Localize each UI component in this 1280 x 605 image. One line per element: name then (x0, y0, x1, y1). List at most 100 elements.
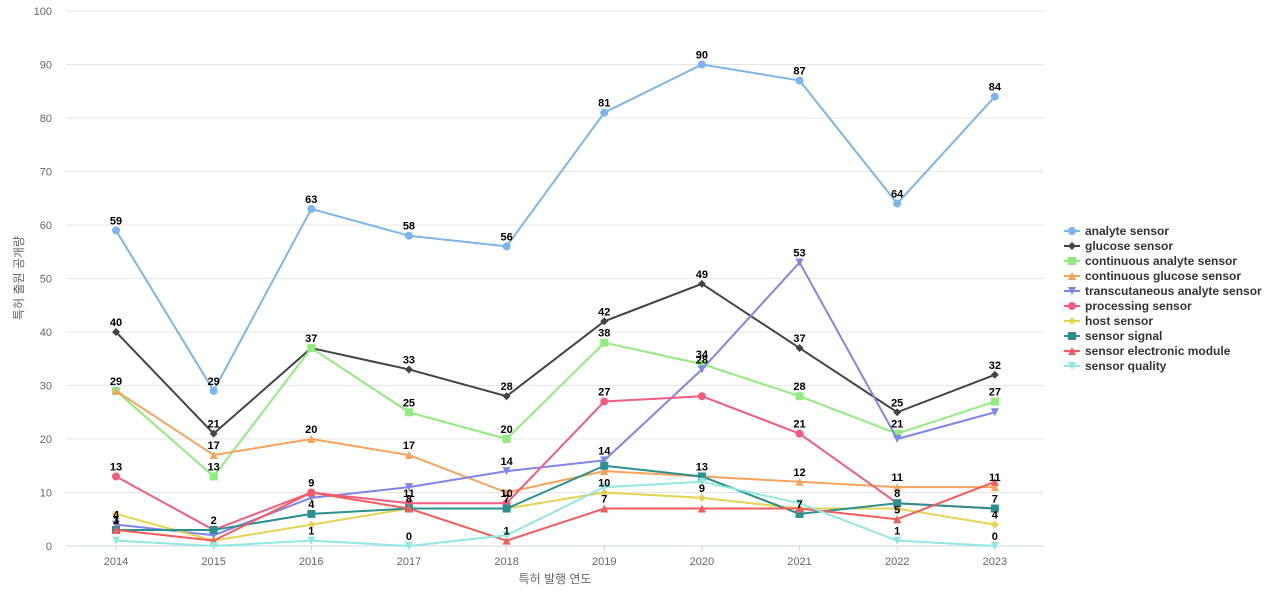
data-point (404, 231, 413, 240)
data-point (112, 472, 120, 481)
data-label: 34 (696, 349, 709, 361)
data-point (209, 386, 218, 395)
data-label: 59 (110, 215, 122, 227)
x-tick-label: 2019 (592, 556, 616, 568)
x-tick-label: 2017 (397, 556, 421, 568)
data-label: 27 (598, 387, 610, 399)
y-tick-label: 80 (40, 113, 52, 125)
legend-label: sensor electronic module (1085, 344, 1231, 358)
data-point (502, 392, 511, 401)
y-tick-label: 10 (40, 488, 52, 500)
legend-swatch-marker (1068, 317, 1076, 325)
data-point (209, 542, 218, 550)
legend-label: host sensor (1085, 314, 1153, 328)
data-label: 4 (992, 510, 999, 522)
legend-swatch-marker (1068, 257, 1076, 265)
data-label: 4 (113, 510, 120, 522)
x-tick-label: 2020 (690, 556, 714, 568)
data-point (404, 365, 413, 374)
legend-item-glucose-sensor[interactable]: glucose sensor (1064, 239, 1173, 253)
legend-swatch-marker (1068, 347, 1076, 355)
y-tick-label: 100 (34, 6, 52, 18)
y-tick-label: 70 (40, 167, 52, 179)
data-point (795, 258, 804, 267)
data-label: 28 (793, 381, 805, 393)
data-point (600, 108, 609, 117)
legend-swatch-marker (1068, 362, 1076, 370)
data-point (209, 525, 218, 534)
y-tick-label: 30 (40, 381, 52, 393)
data-label: 14 (500, 456, 513, 468)
data-label: 7 (796, 499, 802, 511)
data-label: 10 (598, 478, 610, 490)
data-point (209, 429, 218, 438)
series-line-sensor-electronic-module (115, 480, 996, 542)
data-point (990, 397, 999, 406)
data-point (795, 76, 804, 85)
data-point (893, 429, 902, 438)
legend-item-transcutaneous-analyte-sensor[interactable]: transcutaneous analyte sensor (1064, 284, 1262, 298)
data-label: 28 (696, 354, 708, 366)
legend-label: glucose sensor (1085, 239, 1173, 253)
data-label: 11 (989, 472, 1001, 484)
series-line-glucose-sensor (115, 282, 996, 435)
data-point (893, 483, 902, 492)
data-label: 4 (308, 499, 315, 511)
data-point (502, 536, 511, 545)
data-point (112, 328, 120, 336)
y-axis-title: 특허 출원 공개량 (12, 236, 26, 320)
data-point (112, 536, 120, 545)
legend-item-continuous-analyte-sensor[interactable]: continuous analyte sensor (1064, 254, 1237, 268)
data-label: 0 (406, 531, 412, 543)
data-point (795, 509, 804, 518)
data-point (893, 199, 902, 208)
legend-item-host-sensor[interactable]: host sensor (1064, 314, 1153, 328)
series-line-processing-sensor (115, 395, 995, 531)
data-point (600, 467, 609, 476)
data-point (404, 542, 413, 550)
series-glucose-sensor (112, 279, 999, 438)
data-point (697, 477, 706, 486)
data-point (697, 504, 706, 513)
legend-item-sensor-quality[interactable]: sensor quality (1064, 359, 1167, 373)
x-tick-label: 2021 (787, 556, 811, 568)
data-point (502, 242, 511, 251)
data-point (893, 536, 902, 545)
legend-item-sensor-electronic-module[interactable]: sensor electronic module (1064, 344, 1231, 358)
data-label: 11 (891, 472, 903, 484)
data-label: 25 (891, 397, 903, 409)
data-point (600, 504, 609, 513)
legend-item-sensor-signal[interactable]: sensor signal (1064, 329, 1162, 343)
data-label: 25 (403, 397, 415, 409)
legend-swatch-marker (1068, 302, 1076, 310)
data-label: 10 (500, 488, 512, 500)
data-labels: 5929635856819087648440213328424937253229… (110, 50, 1002, 544)
data-point (795, 499, 804, 508)
data-label: 33 (403, 354, 415, 366)
legend-item-analyte-sensor[interactable]: analyte sensor (1064, 224, 1169, 238)
data-point (502, 467, 511, 476)
x-tick-label: 2014 (104, 556, 128, 568)
data-point (600, 397, 609, 406)
data-label: 42 (598, 306, 610, 318)
data-point (307, 509, 316, 518)
data-point (697, 279, 706, 288)
legend-label: continuous glucose sensor (1085, 269, 1241, 283)
legend-item-processing-sensor[interactable]: processing sensor (1064, 299, 1192, 313)
data-point (112, 386, 120, 395)
data-point (112, 226, 120, 235)
data-point (697, 365, 706, 374)
data-point (307, 435, 316, 443)
data-label: 13 (696, 461, 708, 473)
data-point (795, 429, 804, 438)
data-point (307, 520, 316, 529)
legend-item-continuous-glucose-sensor[interactable]: continuous glucose sensor (1064, 269, 1241, 283)
data-label: 37 (305, 333, 317, 345)
data-point (307, 204, 316, 213)
data-point (990, 408, 999, 417)
x-tick-label: 2018 (494, 556, 518, 568)
data-label: 90 (696, 50, 708, 62)
data-label: 21 (208, 419, 220, 431)
series-line-continuous-glucose-sensor (115, 390, 995, 494)
